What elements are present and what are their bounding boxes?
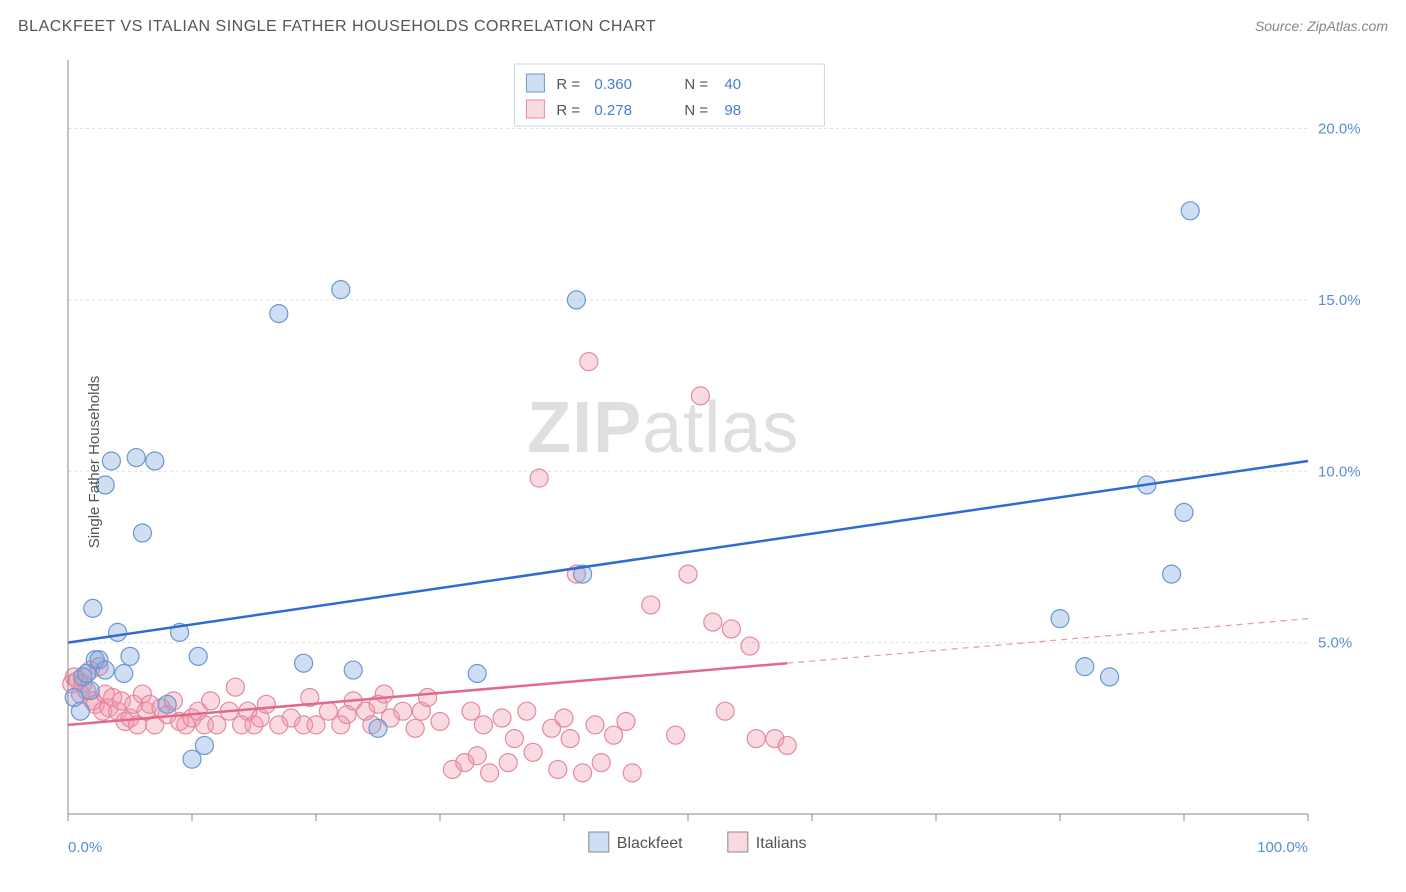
- blackfeet-point: [127, 449, 145, 467]
- italians-point: [741, 637, 759, 655]
- italians-point: [716, 702, 734, 720]
- blackfeet-point: [1181, 202, 1199, 220]
- legend-bottom-swatch: [728, 832, 748, 852]
- legend-bottom-label: Blackfeet: [617, 835, 683, 852]
- italians-point: [505, 730, 523, 748]
- italians-point: [257, 695, 275, 713]
- italians-point: [431, 712, 449, 730]
- blackfeet-point: [369, 719, 387, 737]
- italians-point: [679, 565, 697, 583]
- legend-n-label: N =: [684, 76, 708, 93]
- legend-r-value: 0.360: [594, 76, 632, 93]
- blackfeet-point: [344, 661, 362, 679]
- blackfeet-point: [146, 452, 164, 470]
- blackfeet-point: [1163, 565, 1181, 583]
- italians-point: [406, 719, 424, 737]
- italians-point: [468, 747, 486, 765]
- italians-point: [499, 754, 517, 772]
- blackfeet-point: [96, 661, 114, 679]
- italians-point: [667, 726, 685, 744]
- italians-point: [623, 764, 641, 782]
- legend-r-label: R =: [556, 76, 580, 93]
- legend-n-value: 98: [724, 102, 741, 119]
- italians-point: [549, 760, 567, 778]
- x-tick-label: 100.0%: [1257, 839, 1308, 856]
- italians-point: [574, 764, 592, 782]
- italians-point: [202, 692, 220, 710]
- italians-point: [419, 688, 437, 706]
- blackfeet-point: [133, 524, 151, 542]
- italians-point: [555, 709, 573, 727]
- italians-point: [704, 613, 722, 631]
- blackfeet-point: [1175, 503, 1193, 521]
- scatter-chart: 5.0% 10.0% 15.0% 20.0% ZIPatlas 0.0% 100.0% R =…: [18, 50, 1388, 874]
- chart-area: Single Father Households 5.0% 10.0% 15.0% 2…: [18, 50, 1388, 874]
- italians-trend-dash: [787, 619, 1308, 664]
- blackfeet-point: [332, 281, 350, 299]
- blackfeet-trend-line: [68, 461, 1308, 643]
- italians-point: [524, 743, 542, 761]
- italians-point: [530, 469, 548, 487]
- blackfeet-point: [109, 623, 127, 641]
- legend-r-value: 0.278: [594, 102, 632, 119]
- legend-swatch: [526, 74, 544, 92]
- legend-bottom-swatch: [589, 832, 609, 852]
- italians-point: [226, 678, 244, 696]
- blackfeet-point: [81, 682, 99, 700]
- chart-source: Source: ZipAtlas.com: [1255, 18, 1388, 34]
- blackfeet-point: [102, 452, 120, 470]
- blackfeet-point: [1051, 610, 1069, 628]
- chart-title: BLACKFEET VS ITALIAN SINGLE FATHER HOUSE…: [18, 18, 656, 36]
- italians-point: [481, 764, 499, 782]
- italians-point: [747, 730, 765, 748]
- italians-point: [493, 709, 511, 727]
- blackfeet-point: [295, 654, 313, 672]
- blackfeet-point: [270, 305, 288, 323]
- blackfeet-point: [84, 599, 102, 617]
- legend-n-label: N =: [684, 102, 708, 119]
- y-tick-label: 10.0%: [1318, 463, 1361, 480]
- italians-point: [586, 716, 604, 734]
- italians-point: [778, 736, 796, 754]
- y-tick-label: 15.0%: [1318, 292, 1361, 309]
- y-axis-label: Single Father Households: [86, 376, 103, 549]
- x-tick-label: 0.0%: [68, 839, 102, 856]
- italians-point: [375, 685, 393, 703]
- blackfeet-point: [1101, 668, 1119, 686]
- blackfeet-point: [567, 291, 585, 309]
- legend-n-value: 40: [724, 76, 741, 93]
- italians-point: [561, 730, 579, 748]
- blackfeet-point: [189, 647, 207, 665]
- italians-point: [691, 387, 709, 405]
- blackfeet-point: [468, 664, 486, 682]
- italians-point: [580, 353, 598, 371]
- chart-header: BLACKFEET VS ITALIAN SINGLE FATHER HOUSE…: [18, 18, 1388, 36]
- blackfeet-point: [71, 702, 89, 720]
- italians-point: [592, 754, 610, 772]
- blackfeet-point: [115, 664, 133, 682]
- italians-point: [394, 702, 412, 720]
- blackfeet-point: [121, 647, 139, 665]
- watermark: ZIPatlas: [527, 388, 799, 468]
- blackfeet-point: [195, 736, 213, 754]
- y-tick-label: 20.0%: [1318, 121, 1361, 138]
- legend-r-label: R =: [556, 102, 580, 119]
- legend-bottom-label: Italians: [756, 835, 807, 852]
- legend-swatch: [526, 100, 544, 118]
- blackfeet-point: [1076, 658, 1094, 676]
- italians-point: [642, 596, 660, 614]
- italians-point: [617, 712, 635, 730]
- italians-point: [518, 702, 536, 720]
- blackfeet-point: [158, 695, 176, 713]
- y-tick-label: 5.0%: [1318, 635, 1352, 652]
- italians-point: [474, 716, 492, 734]
- italians-point: [722, 620, 740, 638]
